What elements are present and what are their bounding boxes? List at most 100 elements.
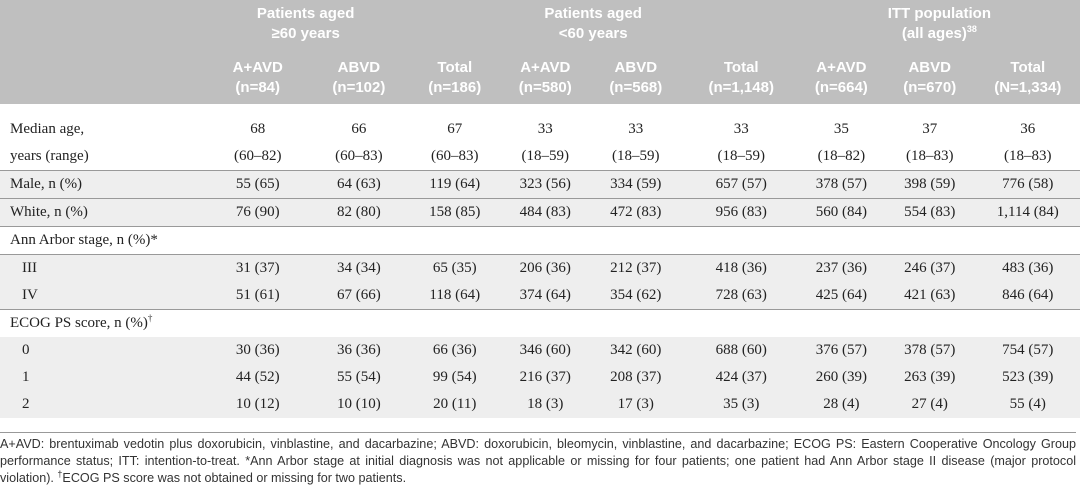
table-cell: 55 (54) — [310, 364, 407, 391]
column-name: Total — [437, 59, 473, 76]
table-cell: 216 (37) — [502, 364, 588, 391]
table-cell: 20 (11) — [406, 391, 503, 418]
table-cell: 378 (57) — [798, 170, 884, 199]
table-cell: 68 — [250, 121, 266, 137]
header-blank — [0, 48, 205, 104]
table-cell: 55 (4) — [975, 391, 1080, 418]
reference-superscript: 38 — [966, 24, 977, 34]
table-cell: 754 (57) — [975, 337, 1080, 364]
table-cell: 776 (58) — [975, 170, 1080, 199]
row-label: years (range) — [0, 143, 204, 171]
row-label-text: White, n (%) — [10, 204, 88, 220]
table-cell: 34 (34) — [310, 254, 407, 282]
table-cell: 18 (3) — [502, 391, 588, 418]
table-row: Median age, 68 66 67 33 33 33 35 37 36 — [0, 116, 1080, 143]
group-line2: <60 years — [558, 25, 628, 42]
table-cell: 27 (4) — [883, 391, 976, 418]
column-header: A+AVD (n=580) — [502, 48, 588, 104]
row-label-text: III — [22, 260, 37, 276]
row-label-text: 0 — [22, 342, 30, 358]
column-header: Total (N=1,334) — [975, 48, 1080, 104]
column-name: A+AVD — [816, 59, 867, 76]
table-cell: (18–82) — [817, 148, 866, 164]
row-label-text: 1 — [22, 369, 30, 385]
table-cell: 334 (59) — [587, 170, 684, 199]
table-row: III 31 (37) 34 (34) 65 (35) 206 (36) 212 (37)… — [0, 254, 1080, 282]
row-label: 0 — [0, 337, 205, 364]
table-cell: (18–83) — [905, 148, 954, 164]
table-cell: 33 — [537, 121, 553, 137]
footnote-dagger: † — [57, 468, 63, 479]
table-cell: 376 (57) — [798, 337, 884, 364]
group-line1: Patients aged — [544, 5, 642, 22]
column-name: A+AVD — [520, 59, 571, 76]
group-header-under-60: Patients aged <60 years — [502, 0, 684, 48]
table-cell: 35 — [833, 121, 849, 137]
table-cell: 523 (39) — [975, 364, 1080, 391]
column-header: A+AVD (n=664) — [798, 48, 884, 104]
table-cell: 64 (63) — [310, 170, 407, 199]
table-cell: 33 — [733, 121, 749, 137]
group-line1: ITT population — [887, 5, 992, 22]
table-cell: 44 (52) — [204, 364, 311, 391]
table-cell: 418 (36) — [683, 254, 799, 282]
row-label: 2 — [0, 391, 205, 418]
column-n: (N=1,334) — [994, 79, 1062, 96]
table-row: Ann Arbor stage, n (%)* — [0, 226, 1080, 255]
column-n: (n=664) — [814, 79, 868, 96]
column-n: (n=84) — [235, 79, 281, 96]
table-cell: 158 (85) — [406, 198, 503, 227]
row-label: IV — [0, 282, 205, 310]
table-cell: 10 (10) — [310, 391, 407, 418]
row-label: Male, n (%) — [0, 170, 205, 199]
table-cell: 688 (60) — [683, 337, 799, 364]
table-cell: 354 (62) — [587, 282, 684, 310]
group-header-over-60: Patients aged ≥60 years — [204, 0, 407, 48]
table-cell: 118 (64) — [406, 282, 503, 310]
row-label-superscript: † — [147, 313, 153, 323]
group-line1: Patients aged — [256, 5, 355, 22]
row-label: Median age, — [0, 116, 204, 143]
column-n: (n=102) — [332, 79, 386, 96]
table-cell: 31 (37) — [204, 254, 311, 282]
column-name: Total — [1010, 59, 1046, 76]
table-cell: 472 (83) — [587, 198, 684, 227]
table-cell: 67 (66) — [310, 282, 407, 310]
row-label: 1 — [0, 364, 205, 391]
table-cell: 10 (12) — [204, 391, 311, 418]
column-name: ABVD — [337, 59, 381, 76]
table-cell: 65 (35) — [406, 254, 503, 282]
row-label-text: years (range) — [10, 148, 89, 164]
table-cell: 956 (83) — [683, 198, 799, 227]
table-cell: 246 (37) — [883, 254, 976, 282]
spacer-row — [0, 104, 1080, 116]
table-cell: 728 (63) — [683, 282, 799, 310]
group-header-row: Patients aged ≥60 years Patients aged <6… — [0, 0, 1080, 48]
table-cell: 66 — [351, 121, 367, 137]
table-row: years (range) (60–82) (60–83) (60–83) (18–59… — [0, 143, 1080, 171]
column-name: Total — [723, 59, 759, 76]
table-cell: 260 (39) — [798, 364, 884, 391]
table-cell: 212 (37) — [587, 254, 684, 282]
row-label: White, n (%) — [0, 198, 205, 227]
table-cell: (60–82) — [233, 148, 282, 164]
table-cell: 484 (83) — [502, 198, 588, 227]
column-name: ABVD — [614, 59, 658, 76]
column-name: A+AVD — [232, 59, 283, 76]
table-cell: (18–83) — [1004, 148, 1052, 164]
table-row: 1 44 (52) 55 (54) 99 (54) 216 (37) 208 (37) 42… — [0, 364, 1080, 391]
column-n: (n=580) — [518, 79, 572, 96]
column-n: (n=1,148) — [708, 79, 774, 96]
table-cell: 424 (37) — [683, 364, 799, 391]
table-cell: 33 — [628, 121, 644, 137]
row-label-text: Male, n (%) — [10, 176, 83, 192]
table-cell: (18–59) — [612, 148, 660, 164]
group-line2: (all ages)38 — [801, 24, 1078, 44]
table-row: Male, n (%) 55 (65) 64 (63) 119 (64) 323 (56… — [0, 170, 1080, 199]
row-label: III — [0, 254, 205, 282]
column-header: ABVD (n=670) — [883, 48, 976, 104]
table-cell: (60–83) — [431, 148, 479, 164]
table-cell: 119 (64) — [406, 170, 503, 199]
table-cell: 82 (80) — [310, 198, 407, 227]
table-cell: 67 — [447, 121, 463, 137]
